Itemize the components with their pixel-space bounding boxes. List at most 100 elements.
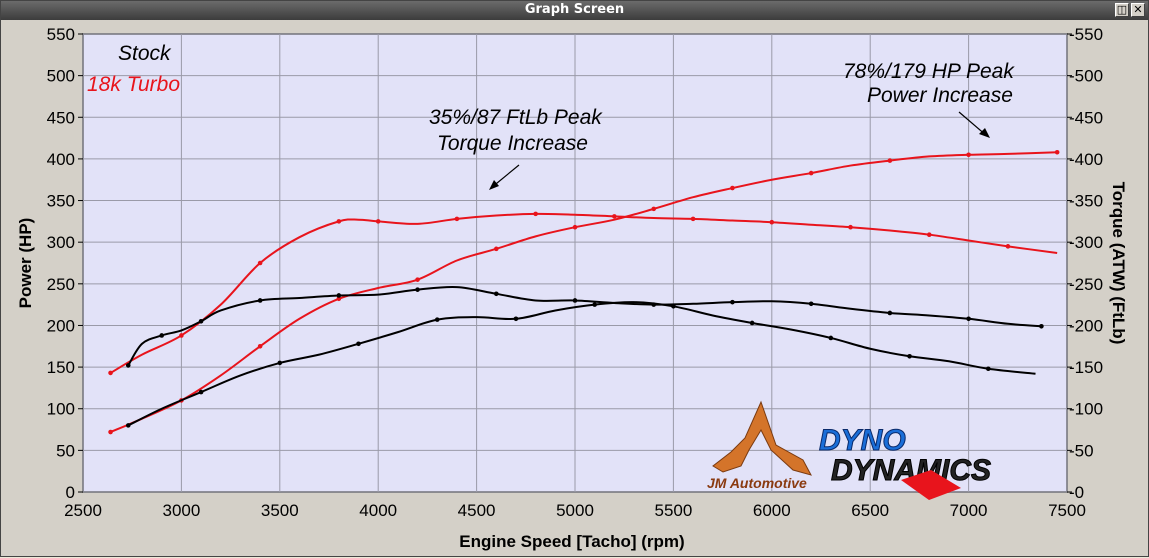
stock-power-point xyxy=(277,360,283,366)
y2-tick-label: -350 xyxy=(1069,192,1103,211)
stock-torque-point xyxy=(966,316,971,322)
y2-tick-label: -150 xyxy=(1069,358,1103,377)
power-annotation-line2: Power Increase xyxy=(867,84,1013,107)
turbo-power-point xyxy=(966,152,971,158)
dyno-dynamics-logo: DYNO DYNAMICS xyxy=(819,424,992,500)
x-tick-label: 3000 xyxy=(162,501,200,520)
turbo-torque-point xyxy=(257,260,263,266)
y-tick-label: 400 xyxy=(47,150,75,169)
stock-torque-point xyxy=(651,302,657,307)
stock-torque-point xyxy=(572,298,578,303)
stock-torque-point xyxy=(198,318,204,324)
y2-tick-labels: -0 -50 -100 -150 -200 -250 -300 -350 -400 -450 -50… xyxy=(1069,25,1103,502)
stock-torque-point xyxy=(493,291,499,297)
x-tick-labels: 2500 3000 3500 4000 4500 5000 5500 6000 6500 7000… xyxy=(64,501,1086,520)
torque-annotation-line1: 35%/87 FtLb Peak xyxy=(429,106,603,129)
turbo-power-point xyxy=(651,206,657,212)
turbo-power-point xyxy=(1054,149,1060,155)
turbo-torque-point xyxy=(336,219,342,224)
y-tick-label: 200 xyxy=(47,316,75,335)
y-tick-label: 250 xyxy=(47,275,75,294)
y-tick-labels: 0 50 100 150 200 250 300 350 400 450 500 550 xyxy=(47,25,75,502)
stock-power-point xyxy=(513,316,519,322)
torque-arrow-head xyxy=(489,180,499,190)
turbo-torque-point xyxy=(848,224,853,230)
turbo-power-point xyxy=(572,224,578,230)
y2-tick-label: -0 xyxy=(1069,483,1084,502)
turbo-power-point xyxy=(415,277,420,282)
legend-stock: Stock xyxy=(118,42,172,65)
stock-torque-point xyxy=(257,298,263,303)
y-tick-label: 150 xyxy=(47,358,75,377)
torque-annotation-line2: Torque Increase xyxy=(437,132,588,155)
y2-tick-label: -250 xyxy=(1069,275,1103,294)
stock-torque-point xyxy=(125,363,131,368)
turbo-torque-point xyxy=(769,219,775,225)
y-tick-label: 550 xyxy=(47,25,75,44)
y2-tick-label: -100 xyxy=(1069,400,1103,419)
y-tick-label: 0 xyxy=(66,483,75,502)
x-tick-label: 2500 xyxy=(64,501,102,520)
turbo-power-point xyxy=(493,246,499,252)
title-bar[interactable]: Graph Screen ◫ ✕ xyxy=(1,1,1148,20)
stock-torque-point xyxy=(415,287,420,292)
stock-power-point xyxy=(356,341,361,347)
turbo-power-point xyxy=(730,185,735,191)
dyno-logo-text: DYNO xyxy=(819,424,906,457)
window-title: Graph Screen xyxy=(524,2,625,17)
jm-automotive-logo: JM Automotive xyxy=(707,400,812,491)
dyno-chart: 2500 3000 3500 4000 4500 5000 5500 6000 6500 7000… xyxy=(16,25,1128,551)
stock-torque-point xyxy=(336,293,342,298)
y-tick-label: 450 xyxy=(47,108,75,127)
y-axis-label-left: Power (HP) xyxy=(16,218,35,309)
y2-tick-label: -500 xyxy=(1069,67,1103,86)
turbo-power-point xyxy=(257,343,263,349)
turbo-power-point xyxy=(808,170,814,176)
turbo-power-point xyxy=(108,429,113,435)
y2-tick-label: -550 xyxy=(1069,25,1103,44)
turbo-torque-point xyxy=(108,370,113,376)
stock-power-point xyxy=(592,302,597,307)
stock-power-point xyxy=(125,423,131,428)
x-tick-label: 5000 xyxy=(556,501,594,520)
turbo-torque-line xyxy=(110,212,1058,374)
stock-power-point xyxy=(985,366,991,372)
legend-turbo: 18k Turbo xyxy=(87,73,180,96)
x-tick-label: 7000 xyxy=(950,501,988,520)
y2-tick-label: -50 xyxy=(1069,441,1094,460)
stock-torque-point xyxy=(159,333,165,338)
turbo-torque-point xyxy=(533,211,538,217)
y-tick-label: 50 xyxy=(56,441,75,460)
y-tick-label: 500 xyxy=(47,67,75,86)
x-tick-label: 6000 xyxy=(753,501,791,520)
logo-red-swoosh xyxy=(901,470,961,500)
jm-automotive-caption: JM Automotive xyxy=(707,475,807,491)
y2-tick-label: -450 xyxy=(1069,108,1103,127)
turbo-torque-point xyxy=(1005,244,1011,249)
y-tick-label: 300 xyxy=(47,233,75,252)
y2-tick-label: -200 xyxy=(1069,316,1103,335)
restore-icon[interactable]: ◫ xyxy=(1115,3,1129,17)
x-tick-label: 4500 xyxy=(458,501,496,520)
y-tick-label: 100 xyxy=(47,400,75,419)
x-tick-label: 3500 xyxy=(261,501,299,520)
y2-tick-label: -300 xyxy=(1069,233,1103,252)
x-axis-label: Engine Speed [Tacho] (rpm) xyxy=(459,532,684,551)
y-tick-label: 350 xyxy=(47,192,75,211)
stock-torque-point xyxy=(730,299,735,305)
turbo-torque-point xyxy=(179,333,184,338)
stock-power-point xyxy=(907,353,912,359)
close-icon[interactable]: ✕ xyxy=(1131,3,1145,17)
turbo-torque-point xyxy=(690,216,696,222)
power-annotation-line1: 78%/179 HP Peak xyxy=(843,60,1015,83)
x-tick-label: 5500 xyxy=(654,501,692,520)
stock-torque-line xyxy=(127,286,1042,366)
x-tick-label: 7500 xyxy=(1048,501,1086,520)
x-tick-label: 4000 xyxy=(359,501,397,520)
turbo-torque-point xyxy=(926,232,932,237)
turbo-power-point xyxy=(336,296,342,302)
stock-torque-point xyxy=(887,310,893,316)
turbo-torque-point xyxy=(375,219,381,224)
x-tick-label: 6500 xyxy=(851,501,889,520)
